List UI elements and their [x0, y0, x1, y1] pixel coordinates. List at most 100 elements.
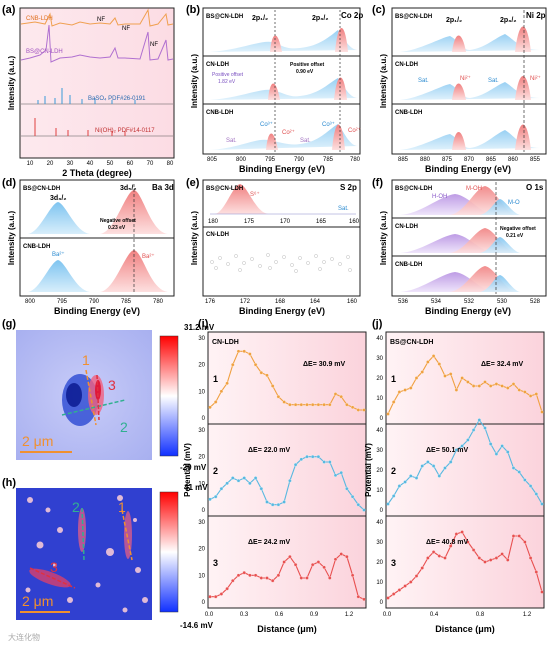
f-hoh: H-OH — [432, 194, 447, 200]
g-label-3: 3 — [108, 377, 116, 393]
svg-text:0.3: 0.3 — [240, 612, 249, 618]
label-nioh: Ni(OH)₂ PDF#14-0117 — [95, 128, 155, 134]
delta-e-label: ΔE= 30.9 mV — [303, 361, 346, 368]
d-neg: Negative offset — [100, 218, 136, 224]
data-point — [259, 370, 264, 375]
data-point — [225, 481, 229, 486]
svg-text:10: 10 — [27, 161, 34, 167]
b-2p32: 2p₃/₂ — [312, 15, 328, 22]
data-point — [242, 476, 246, 480]
g-scale-min: -29 mV — [180, 463, 207, 472]
panel-f-letter: (f) — [372, 177, 383, 189]
data-point — [236, 573, 241, 578]
panel-e-xticks-top: 180 175 170 165 160 — [208, 219, 360, 225]
panel-e-ylabel: Intensity (a.u.) — [190, 211, 199, 266]
data-point — [242, 570, 246, 575]
h-scale-max: 41 mV — [184, 483, 208, 492]
b-pos1-val: 1.82 eV — [218, 79, 236, 85]
data-point — [483, 560, 487, 564]
data-point — [316, 560, 321, 564]
svg-text:530: 530 — [497, 299, 508, 305]
c-ni1: Ni²⁺ — [460, 75, 471, 82]
data-point — [414, 376, 419, 380]
data-point — [265, 500, 269, 504]
data-point — [288, 554, 292, 559]
data-point — [500, 444, 504, 448]
data-point — [213, 594, 218, 599]
data-point — [506, 386, 510, 390]
data-point — [293, 562, 298, 567]
svg-text:870: 870 — [464, 157, 475, 163]
h-label-1: 1 — [118, 499, 126, 515]
f-row3-label: CNB-LDH — [395, 262, 422, 268]
j-sub2-frame — [385, 423, 545, 517]
svg-text:532: 532 — [464, 299, 475, 305]
data-point — [299, 457, 304, 462]
data-point — [517, 534, 521, 538]
data-point — [426, 460, 430, 464]
svg-text:164: 164 — [310, 299, 321, 305]
data-point — [488, 384, 493, 388]
i-sub1-frame — [207, 331, 367, 425]
ytick-label: 0 — [202, 600, 206, 606]
b-co2b: Co²⁺ — [348, 127, 361, 134]
series-line-2 — [209, 456, 365, 511]
data-point — [339, 552, 343, 556]
panel-b-letter: (b) — [186, 4, 200, 16]
b-co2a: Co²⁺ — [282, 129, 295, 136]
series-number: 1 — [391, 374, 396, 384]
ytick-label: 0 — [380, 508, 384, 514]
svg-text:0.6: 0.6 — [275, 612, 284, 618]
data-point — [483, 380, 487, 384]
panel-b-xlabel: Binding Energy (eV) — [239, 164, 325, 174]
panel-g: (g) 1 2 3 2 μm 31.2 mV -29 mV — [2, 318, 215, 472]
data-point — [517, 470, 521, 474]
data-point — [471, 548, 476, 552]
d-neg-val: 0.23 eV — [108, 225, 126, 231]
panel-i-title: CN-LDH — [212, 339, 239, 346]
f-neg: Negative offset — [500, 226, 536, 232]
panel-b-xticks: 805 800 795 790 785 780 — [207, 157, 361, 163]
svg-text:165: 165 — [316, 219, 327, 225]
data-point — [471, 428, 476, 432]
data-point — [219, 486, 224, 491]
data-point — [437, 474, 442, 478]
data-point — [523, 478, 527, 482]
data-point — [350, 405, 355, 410]
data-point — [523, 540, 527, 544]
data-point — [540, 502, 544, 506]
data-point — [466, 438, 470, 442]
data-point — [322, 565, 326, 570]
panel-a-xticks: 10 20 30 40 50 60 70 80 — [27, 161, 174, 167]
data-point — [322, 402, 326, 407]
h-scale-min: -14.6 mV — [180, 621, 214, 630]
data-point — [356, 408, 361, 412]
panel-j-xticks: 0.0 0.4 0.8 1.2 — [383, 612, 532, 618]
series-number: 1 — [213, 374, 218, 384]
ytick-label: 20 — [198, 363, 205, 369]
panel-c-xticks: 885 880 875 870 865 860 855 — [398, 157, 541, 163]
data-point — [511, 466, 516, 470]
h-colorbar — [159, 491, 179, 613]
data-point — [345, 402, 349, 407]
panel-d-ylabel: Intensity (a.u.) — [7, 211, 16, 266]
data-point — [305, 576, 309, 580]
data-point — [276, 394, 281, 399]
svg-text:875: 875 — [442, 157, 453, 163]
ytick-label: 10 — [376, 396, 383, 402]
data-point — [282, 500, 286, 504]
data-point — [310, 402, 315, 407]
d-row2-label: CNB-LDH — [23, 244, 50, 250]
baso4-ticks — [37, 88, 136, 104]
label-cnb: CNB-LDH — [26, 16, 53, 22]
panel-a: (a) CNB-LDH BS@CN-LDH NF NF NF BaSO₄ PDF… — [2, 4, 175, 178]
panel-c-xlabel: Binding Energy (eV) — [425, 164, 511, 174]
panel-j-ylabel: Potential (mV) — [364, 443, 373, 497]
d-ba2: Ba²⁺ — [142, 253, 155, 260]
data-point — [231, 476, 235, 480]
data-point — [328, 576, 332, 580]
data-point — [403, 584, 407, 588]
g-line-2 — [61, 399, 126, 416]
